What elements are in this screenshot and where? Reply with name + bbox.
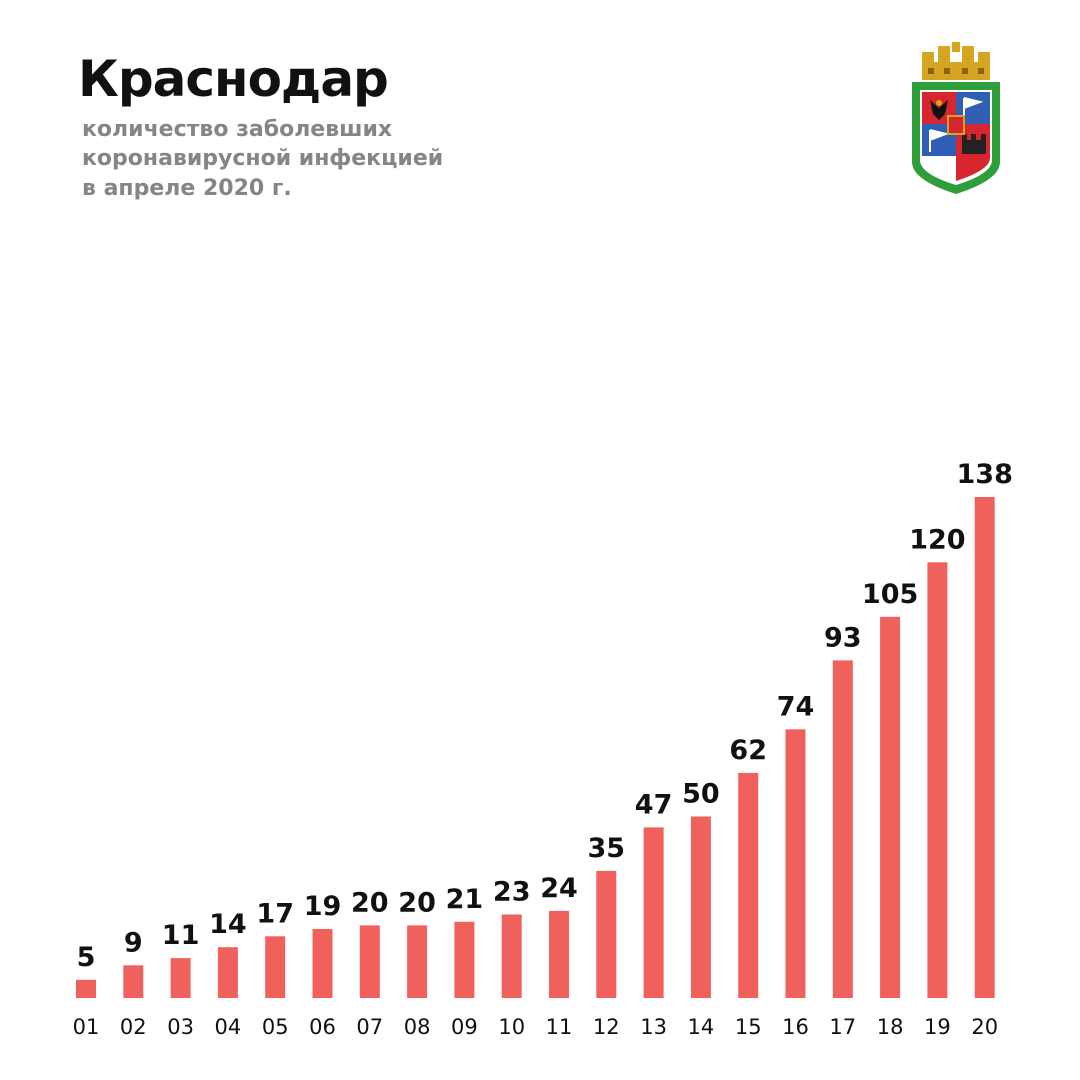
krasnodar-coat-of-arms-icon: [912, 42, 1000, 194]
bar-04: [217, 947, 238, 998]
value-label-19: 120: [909, 524, 965, 555]
bar-11: [549, 910, 569, 998]
x-tick-label-20: 20: [971, 1015, 998, 1039]
bar-03: [170, 958, 191, 998]
bar-05: [265, 936, 286, 998]
x-tick-label-11: 11: [546, 1015, 573, 1039]
x-tick-label-03: 03: [167, 1015, 194, 1039]
bar-12: [596, 870, 617, 998]
value-label-06: 19: [304, 891, 342, 922]
value-label-15: 62: [729, 735, 767, 766]
value-label-16: 74: [777, 691, 815, 722]
x-tick-label-02: 02: [120, 1015, 147, 1039]
x-tick-label-05: 05: [262, 1015, 289, 1039]
page-title: Краснодар: [78, 50, 389, 108]
bar-20: [974, 497, 995, 998]
subtitle-line-1: количество заболевших: [82, 117, 393, 142]
value-label-08: 20: [398, 887, 436, 918]
bar-17: [832, 660, 853, 998]
bar-07: [359, 925, 380, 998]
x-tick-label-09: 09: [451, 1015, 478, 1039]
x-tick-label-17: 17: [829, 1015, 856, 1039]
x-tick-label-19: 19: [924, 1015, 951, 1039]
x-tick-label-04: 04: [215, 1015, 242, 1039]
value-label-14: 50: [682, 779, 720, 810]
x-tick-label-06: 06: [309, 1015, 336, 1039]
x-tick-label-15: 15: [735, 1015, 762, 1039]
bar-08: [407, 925, 428, 998]
x-tick-label-18: 18: [877, 1015, 904, 1039]
x-tick-label-14: 14: [688, 1015, 715, 1039]
value-label-02: 9: [124, 927, 143, 958]
x-tick-label-10: 10: [498, 1015, 525, 1039]
bar-18: [880, 616, 901, 998]
shield-icon: [912, 82, 1000, 194]
subtitle-line-2: коронавирусной инфекцией: [82, 146, 444, 171]
x-tick-label-13: 13: [640, 1015, 667, 1039]
x-tick-label-08: 08: [404, 1015, 431, 1039]
value-label-11: 24: [540, 873, 578, 904]
value-label-20: 138: [957, 459, 1013, 490]
bar-15: [738, 772, 759, 998]
x-tick-label-12: 12: [593, 1015, 620, 1039]
bar-02: [123, 965, 144, 998]
value-label-12: 35: [588, 833, 626, 864]
x-tick-label-16: 16: [782, 1015, 809, 1039]
value-label-18: 105: [862, 579, 918, 610]
bar-10: [501, 914, 522, 998]
crown-icon: [922, 42, 990, 80]
value-label-01: 5: [77, 942, 96, 973]
bar-16: [785, 729, 806, 998]
bar-13: [643, 827, 664, 998]
value-label-07: 20: [351, 887, 389, 918]
x-tick-label-01: 01: [73, 1015, 100, 1039]
value-label-04: 14: [209, 909, 247, 940]
x-tick-label-07: 07: [356, 1015, 383, 1039]
bar-06: [312, 929, 333, 998]
value-label-03: 11: [162, 920, 200, 951]
value-label-05: 17: [256, 898, 294, 929]
bar-14: [690, 816, 711, 998]
value-label-10: 23: [493, 877, 531, 908]
value-label-09: 21: [446, 884, 484, 915]
value-label-13: 47: [635, 789, 673, 820]
bar-09: [454, 921, 475, 998]
bar-01: [76, 979, 96, 998]
subtitle-line-3: в апреле 2020 г.: [82, 176, 292, 201]
bar-19: [927, 562, 948, 998]
value-label-17: 93: [824, 622, 862, 653]
